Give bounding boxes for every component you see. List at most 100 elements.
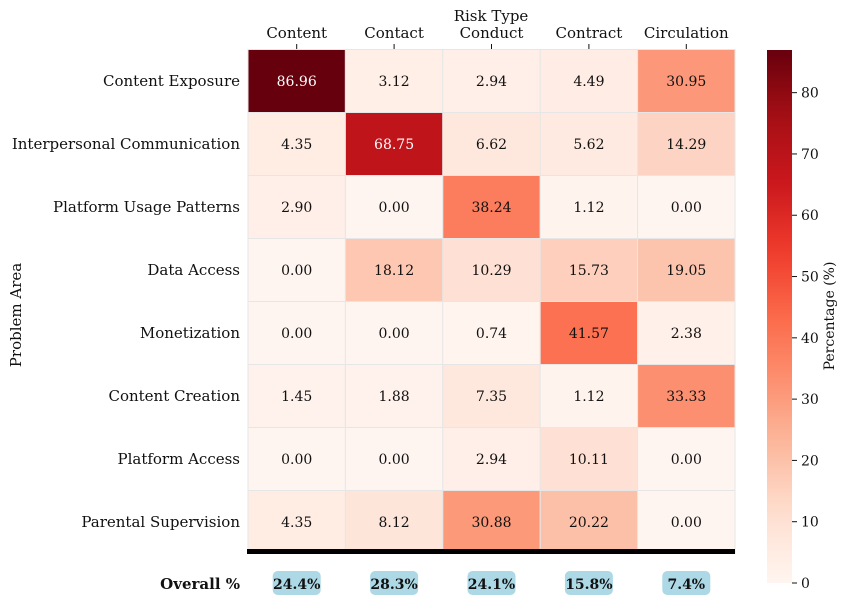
cell-value-label: 2.38 [671,326,702,342]
cell-value-label: 0.00 [281,326,312,342]
cell-value-label: 0.00 [379,452,410,468]
heatmap-cell [247,427,346,491]
colorbar-tick-label: 10 [801,515,819,531]
cell-value-label: 18.12 [374,263,414,279]
colorbar-tick-label: 70 [801,147,819,163]
y-tick-label: Interpersonal Communication [12,135,240,153]
y-tick-label: Content Creation [108,387,240,405]
colorbar-tick-label: 80 [801,86,819,102]
heatmap-cell [637,49,736,113]
colorbar [767,50,792,583]
heatmap-cell [247,301,346,365]
heatmap-cell [442,175,541,239]
cell-value-label: 4.35 [281,515,312,531]
heatmap-cell [637,490,736,554]
cell-value-label: 15.73 [569,263,609,279]
heatmap-cell [247,490,346,554]
overall-value: 7.4% [667,577,705,593]
cell-value-label: 1.88 [379,389,410,405]
x-tick-label: Contract [556,24,623,42]
heatmap-cell [344,490,444,554]
y-tick-label: Platform Access [117,450,240,468]
overall-label: Overall % [160,575,240,593]
cell-value-label: 1.45 [281,389,312,405]
cell-value-label: 30.95 [666,74,706,90]
cell-value-label: 33.33 [666,389,706,405]
cell-value-label: 0.74 [476,326,507,342]
overall-badge: 24.1% [467,571,516,595]
y-tick-label: Data Access [147,261,240,279]
overall-badge: 28.3% [370,571,419,595]
overall-divider [247,549,735,554]
cell-value-label: 14.29 [666,137,706,153]
heatmap-cell [344,364,444,428]
heatmap-cell [442,490,541,554]
cell-value-label: 86.96 [277,74,317,90]
heatmap-cell [247,112,346,176]
overall-badge: 24.4% [272,571,321,595]
cell-value-label: 10.11 [569,452,609,468]
y-axis-label: Problem Area [7,263,25,367]
cell-value-label: 2.90 [281,200,312,216]
cell-value-label: 0.00 [379,200,410,216]
heatmap-cell [442,238,541,302]
cell-value-label: 3.12 [379,74,410,90]
heatmap-cell [247,238,346,302]
x-tick-label: Circulation [644,24,729,42]
colorbar-label: Percentage (%) [822,262,838,371]
cell-value-label: 10.29 [471,263,511,279]
heatmap-cell [344,301,444,365]
colorbar-tick-label: 30 [801,392,819,408]
colorbar-tick-label: 50 [801,270,819,286]
x-tick-label: Content [266,24,327,42]
x-tick-label: Contact [364,24,424,42]
cell-value-label: 8.12 [379,515,410,531]
x-axis-label: Risk Type [454,7,529,25]
cell-value-label: 0.00 [281,263,312,279]
heatmap-cell [442,112,541,176]
cell-value-label: 30.88 [471,515,511,531]
colorbar-tick-label: 0 [801,576,810,592]
cell-value-label: 4.35 [281,137,312,153]
cell-value-label: 0.00 [379,326,410,342]
cell-value-label: 0.00 [671,515,702,531]
heatmap-cell [637,364,736,428]
cell-value-label: 38.24 [471,200,511,216]
colorbar-tick-label: 60 [801,208,819,224]
heatmap-cell [539,49,639,113]
heatmap-cell [344,175,444,239]
colorbar-tick-label: 40 [801,331,819,347]
heatmap-cell-labels: 86.96 3.12 2.94 4.49 30.95 4.35 68.75 6.62 5.62 1… [277,74,707,531]
y-axis-ticks: Content Exposure Interpersonal Communicat… [12,72,240,531]
heatmap-cell [637,112,736,176]
heatmap-cell [442,301,541,365]
cell-value-label: 1.12 [573,389,604,405]
cell-value-label: 4.49 [573,74,604,90]
heatmap-cell [637,427,736,491]
cell-value-label: 7.35 [476,389,507,405]
heatmap-cell [247,49,346,113]
cell-value-label: 0.00 [281,452,312,468]
cell-value-label: 0.00 [671,200,702,216]
cell-value-label: 41.57 [569,326,609,342]
overall-value: 15.8% [565,577,612,593]
y-tick-label: Parental Supervision [81,513,240,531]
x-tick-label: Conduct [460,24,524,42]
cell-value-label: 19.05 [666,263,706,279]
overall-row: 24.4% 28.3% 24.1% 15.8% 7.4% [272,571,711,595]
heatmap-cell [539,238,639,302]
cell-value-label: 6.62 [476,137,507,153]
y-tick-label: Platform Usage Patterns [53,198,240,216]
heatmap-cell [442,49,541,113]
heatmap-cell [637,238,736,302]
overall-value: 24.4% [273,577,320,593]
x-axis-ticks: Content Contact Conduct Contract Circulation [266,24,729,49]
cell-value-label: 2.94 [476,74,507,90]
y-tick-label: Monetization [140,324,240,342]
cell-value-label: 68.75 [374,137,414,153]
heatmap-cell [637,301,736,365]
heatmap-cell [344,49,444,113]
heatmap-cell [539,175,639,239]
colorbar-tick-label: 20 [801,453,819,469]
